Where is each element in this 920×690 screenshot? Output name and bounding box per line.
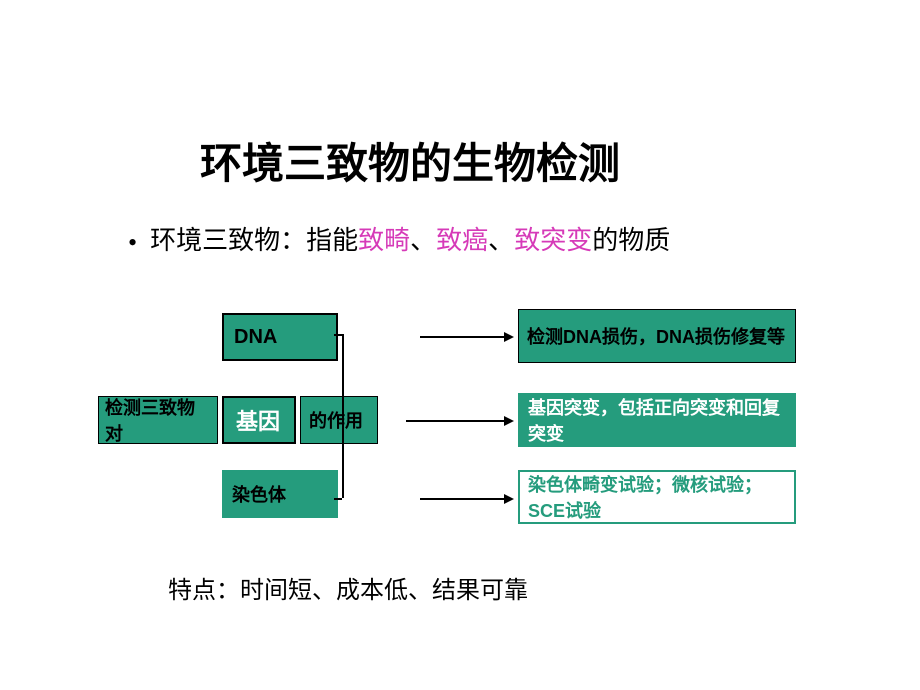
bracket-vertical bbox=[342, 334, 344, 498]
arrow-1-head bbox=[504, 332, 514, 342]
def-c2: 、 bbox=[488, 226, 514, 255]
arrow-2-head bbox=[504, 416, 514, 426]
def-prefix: 环境三致物：指能 bbox=[150, 226, 358, 255]
def-h3: 致突变 bbox=[514, 226, 592, 255]
def-c1: 、 bbox=[410, 226, 436, 255]
footer-characteristics: 特点：时间短、成本低、结果可靠 bbox=[168, 570, 528, 605]
right-box-dna: 检测DNA损伤，DNA损伤修复等 bbox=[518, 309, 796, 363]
arrow-3-line bbox=[420, 498, 504, 500]
effect-box: 的作用 bbox=[300, 396, 378, 444]
right-box-gene: 基因突变，包括正向突变和回复突变 bbox=[518, 393, 796, 447]
chromosome-box: 染色体 bbox=[222, 470, 338, 518]
dna-box: DNA bbox=[222, 313, 338, 361]
arrow-3-head bbox=[504, 494, 514, 504]
definition-line: • 环境三致物：指能致畸、致癌、致突变的物质 bbox=[128, 220, 670, 258]
gene-box: 基因 bbox=[222, 396, 296, 444]
bullet-dot: • bbox=[128, 228, 150, 258]
def-h1: 致畸 bbox=[358, 226, 410, 255]
arrow-2-line bbox=[406, 420, 504, 422]
arrow-1-line bbox=[420, 336, 504, 338]
bracket-stub-top bbox=[334, 334, 342, 336]
def-h2: 致癌 bbox=[436, 226, 488, 255]
left-detect-box: 检测三致物对 bbox=[98, 396, 218, 444]
right-box-chrom: 染色体畸变试验；微核试验；SCE试验 bbox=[518, 470, 796, 524]
slide-title: 环境三致物的生物检测 bbox=[200, 130, 620, 191]
bracket-stub-bottom bbox=[334, 498, 342, 500]
def-suffix: 的物质 bbox=[592, 226, 670, 255]
